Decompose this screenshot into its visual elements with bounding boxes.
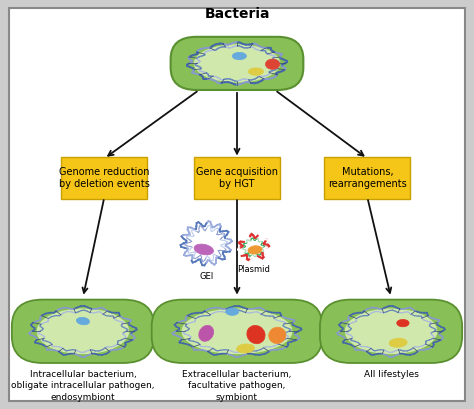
FancyBboxPatch shape xyxy=(320,299,462,363)
Text: Extracellular bacterium,
facultative pathogen,
symbiont: Extracellular bacterium, facultative pat… xyxy=(182,371,292,402)
Ellipse shape xyxy=(397,319,409,327)
Ellipse shape xyxy=(247,326,265,344)
Text: Gene acquisition
by HGT: Gene acquisition by HGT xyxy=(196,167,278,189)
Ellipse shape xyxy=(269,327,286,344)
Ellipse shape xyxy=(237,344,255,353)
Text: Mutations,
rearrangements: Mutations, rearrangements xyxy=(328,167,407,189)
Ellipse shape xyxy=(265,59,280,70)
Text: All lifestyles: All lifestyles xyxy=(364,371,419,380)
Text: Intracellular bacterium,
obligate intracellular pathogen,
endosymbiont: Intracellular bacterium, obligate intrac… xyxy=(11,371,155,402)
Ellipse shape xyxy=(226,308,239,315)
Text: Genome reduction
by deletion events: Genome reduction by deletion events xyxy=(59,167,150,189)
FancyBboxPatch shape xyxy=(12,299,154,363)
FancyBboxPatch shape xyxy=(62,157,147,199)
Ellipse shape xyxy=(76,317,90,325)
Ellipse shape xyxy=(194,244,214,255)
FancyBboxPatch shape xyxy=(152,299,322,363)
Text: Plasmid: Plasmid xyxy=(237,265,270,274)
Ellipse shape xyxy=(232,52,246,60)
FancyBboxPatch shape xyxy=(194,157,280,199)
Ellipse shape xyxy=(199,326,214,341)
Text: GEI: GEI xyxy=(199,272,213,281)
FancyBboxPatch shape xyxy=(324,157,410,199)
Ellipse shape xyxy=(36,308,129,354)
Ellipse shape xyxy=(389,338,407,347)
Ellipse shape xyxy=(182,308,292,354)
Ellipse shape xyxy=(194,44,280,83)
Ellipse shape xyxy=(345,308,437,354)
FancyBboxPatch shape xyxy=(171,37,303,90)
Ellipse shape xyxy=(248,68,264,75)
Ellipse shape xyxy=(248,246,262,254)
Text: Bacteria: Bacteria xyxy=(204,7,270,21)
